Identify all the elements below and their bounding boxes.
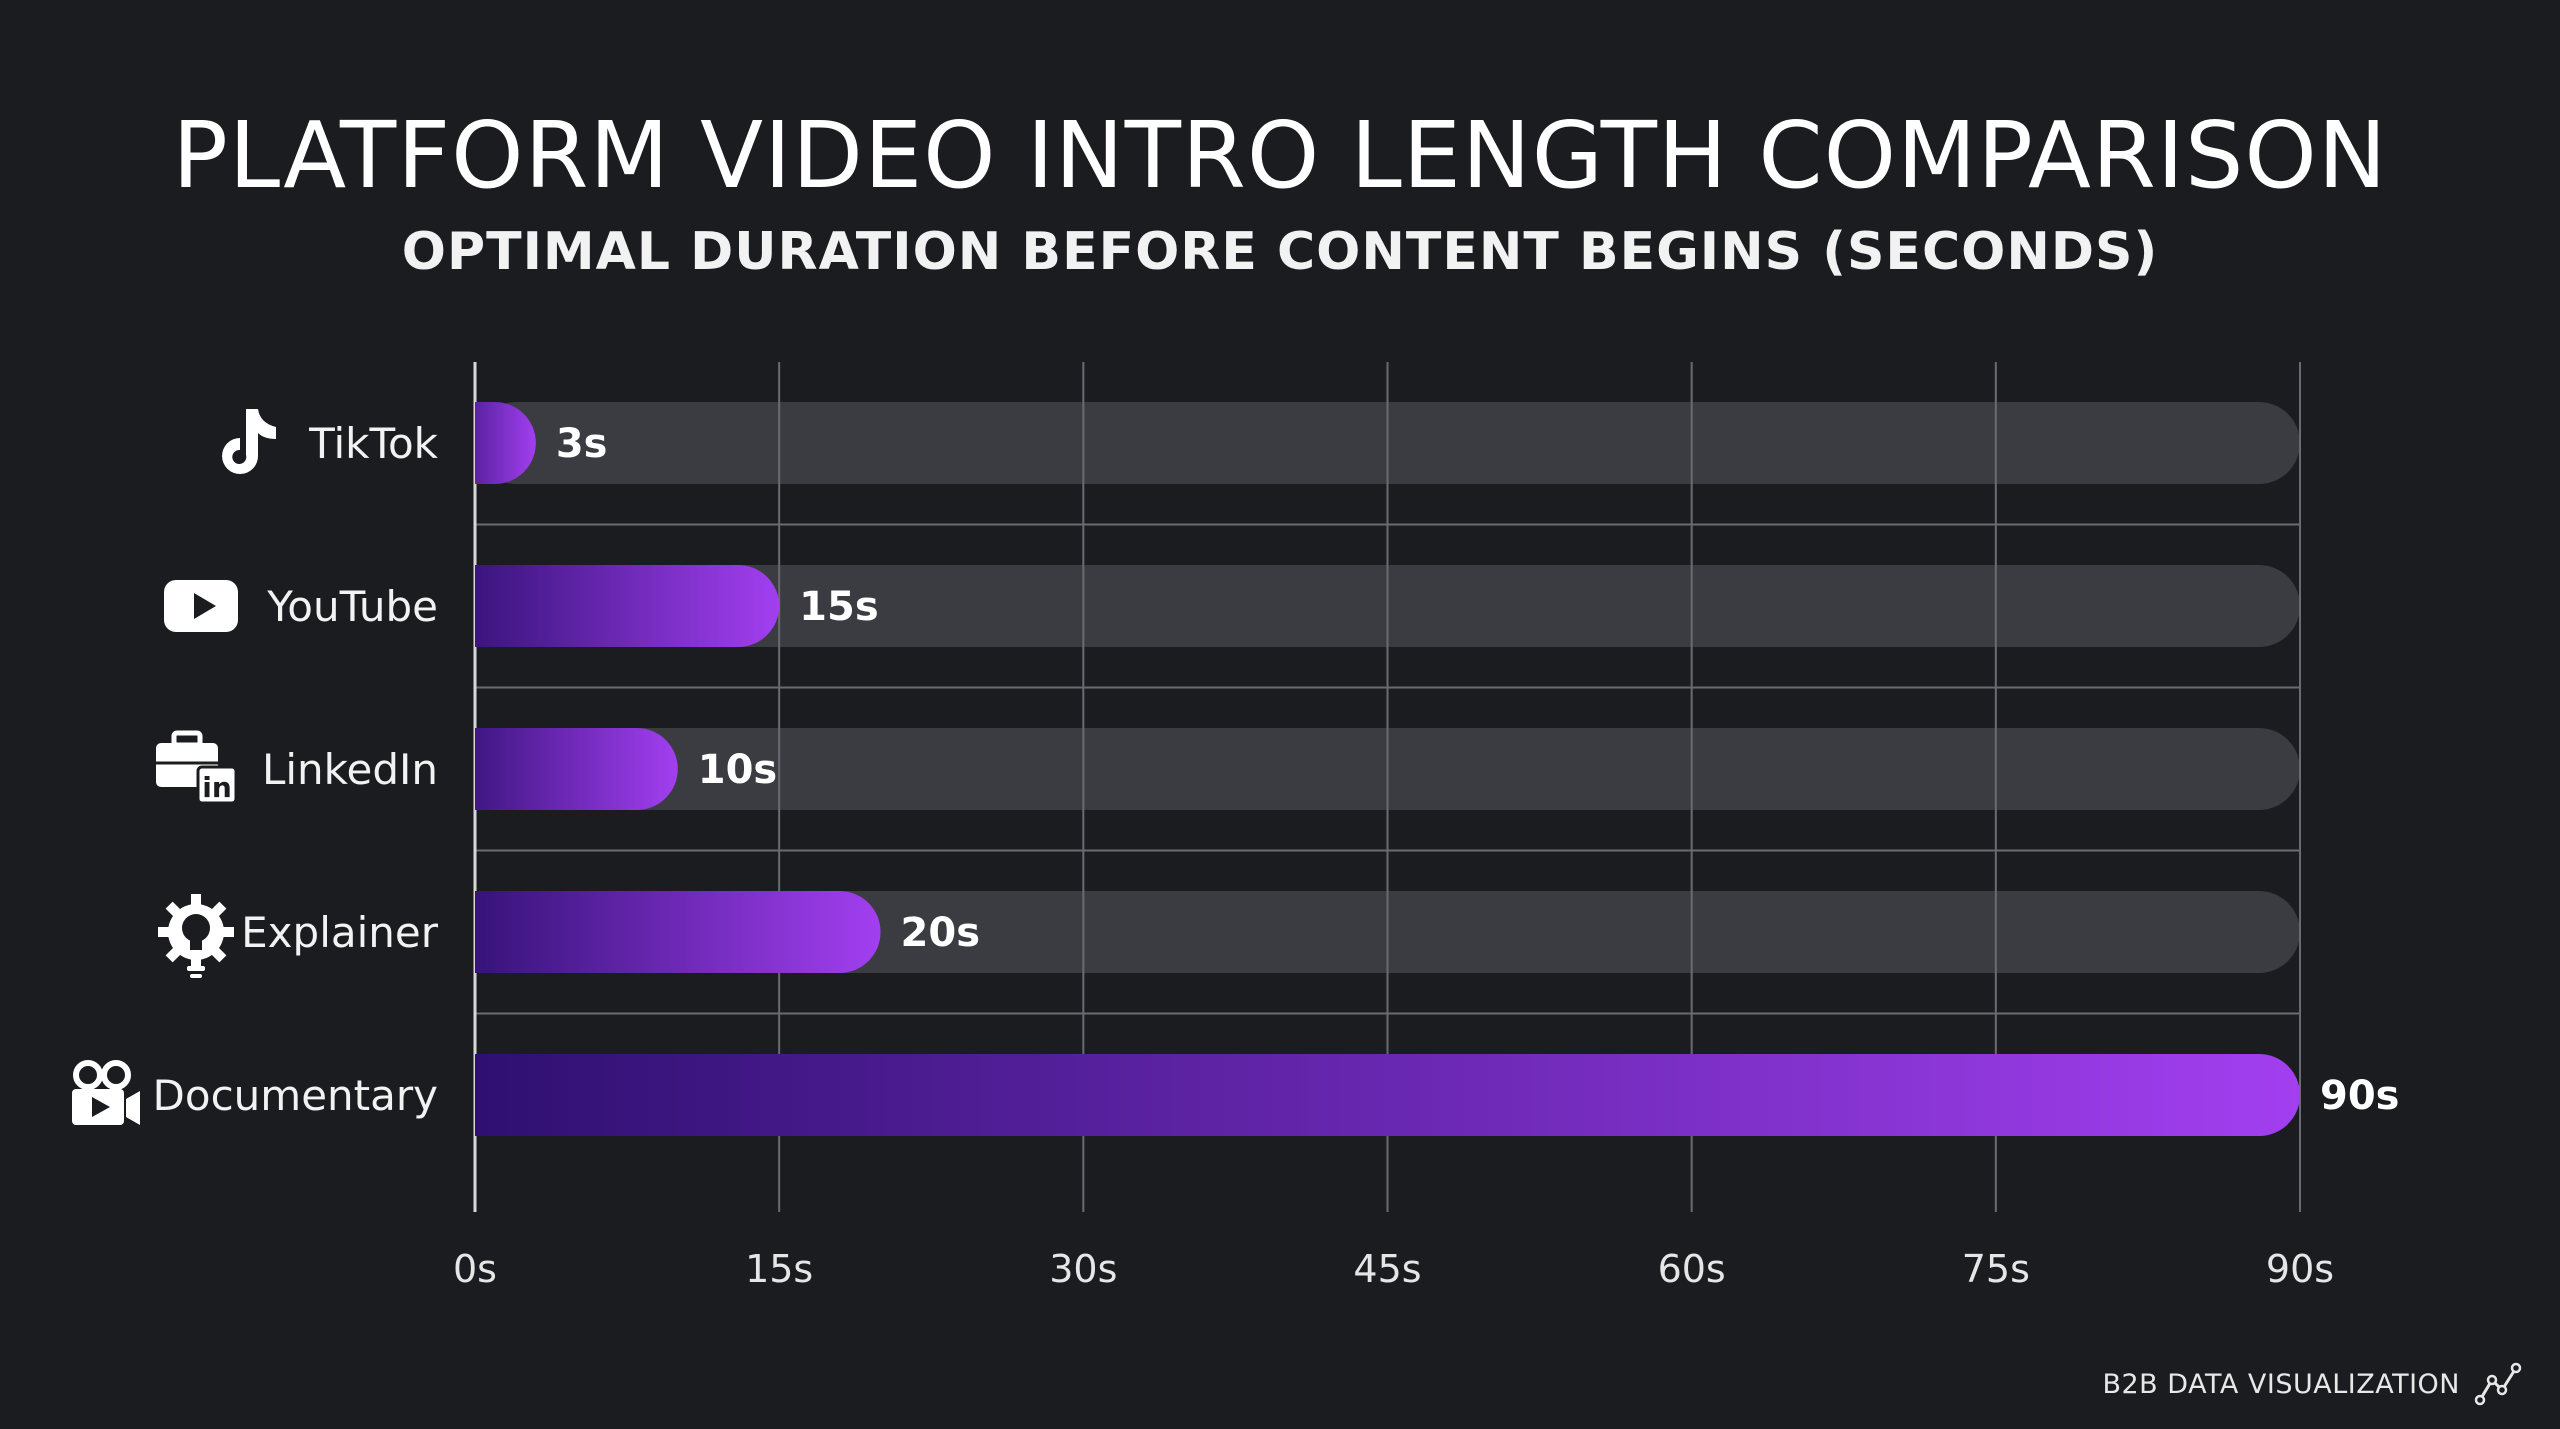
x-tick-label: 0s [453,1247,497,1291]
category-label: YouTube [266,582,438,631]
data-label: 15s [799,584,878,630]
chart-title: PLATFORM VIDEO INTRO LENGTH COMPARISON [172,102,2388,209]
video-camera-icon [72,1060,140,1125]
bar-explainer [475,891,881,973]
x-tick-label: 15s [745,1247,813,1291]
data-label: 10s [698,747,777,793]
bars [475,402,2300,1136]
x-tick-label: 60s [1658,1247,1726,1291]
category-labels: TikTok YouTube LinkedIn Explainer Documentar… [72,409,439,1125]
data-labels: 3s 15s 10s 20s 90s [556,421,2400,1119]
youtube-icon [164,580,238,632]
category-label: TikTok [308,419,439,468]
lightbulb-gear-icon [158,894,234,978]
x-tick-labels: 0s 15s 30s 45s 60s 75s 90s [453,1247,2334,1291]
bar-youtube [475,565,780,647]
category-label: LinkedIn [262,745,438,794]
x-tick-label: 30s [1049,1247,1117,1291]
svg-text:in: in [202,771,232,804]
bar-linkedin [475,728,678,810]
x-tick-label: 75s [1962,1247,2030,1291]
chart-subtitle: OPTIMAL DURATION BEFORE CONTENT BEGINS (… [401,222,2159,282]
line-chart-icon [2474,1362,2522,1406]
footer: B2B DATA VISUALIZATION [2102,1362,2524,1406]
data-label: 90s [2320,1073,2399,1119]
category-label: Documentary [153,1071,438,1120]
linkedin-briefcase-icon: in [156,730,238,805]
data-label: 3s [556,421,608,467]
x-tick-label: 45s [1353,1247,1421,1291]
bar-documentary [475,1054,2300,1136]
x-tick-label: 90s [2266,1247,2334,1291]
category-label: Explainer [241,908,439,957]
data-label: 20s [901,910,980,956]
tiktok-icon [222,409,276,474]
bar-tiktok [475,402,536,484]
footer-text: B2B DATA VISUALIZATION [2102,1368,2460,1400]
